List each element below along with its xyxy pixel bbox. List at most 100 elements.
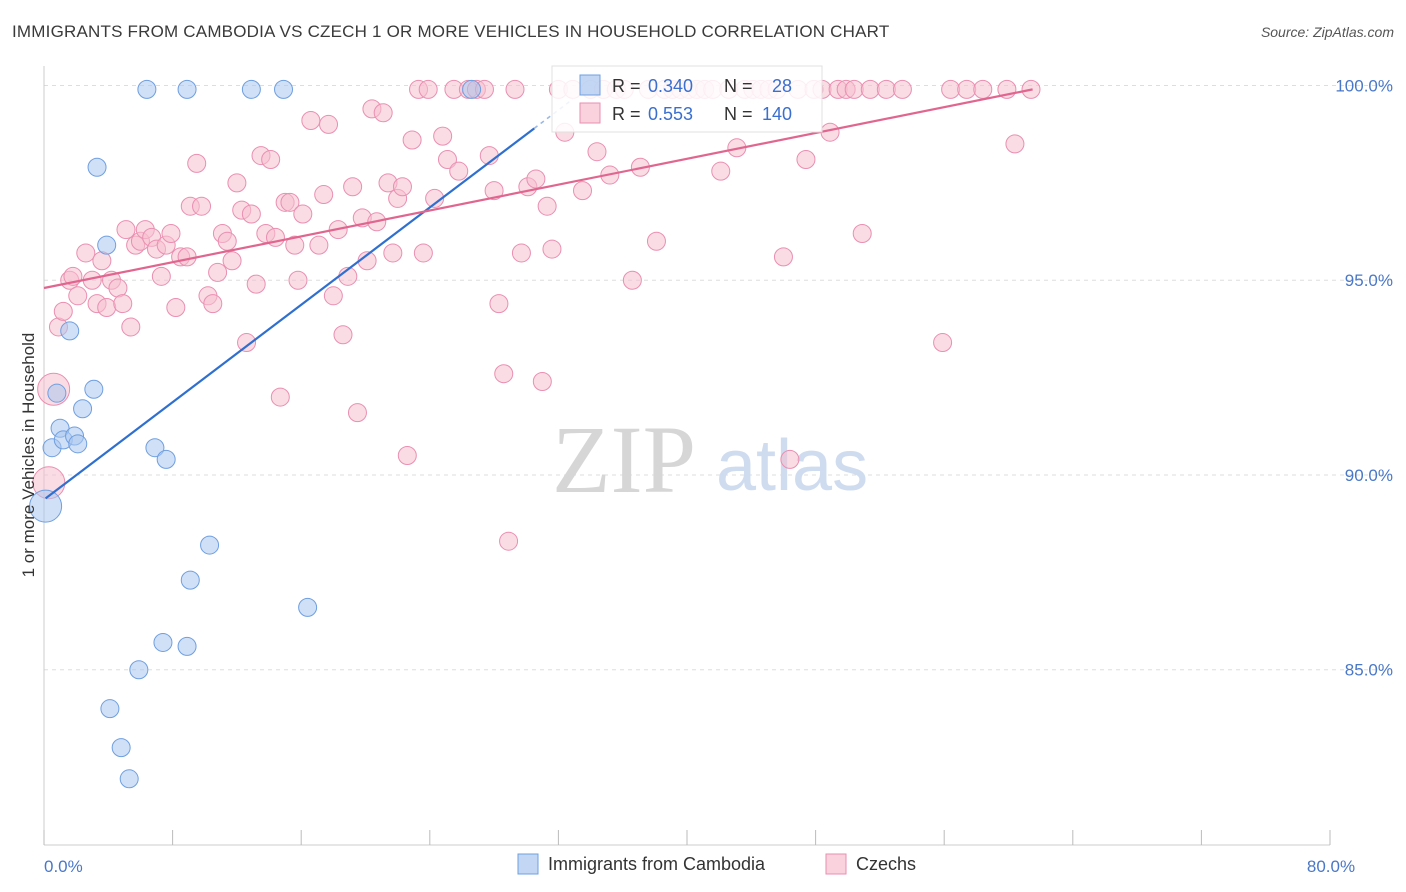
czechs-point <box>333 325 353 345</box>
cambodia-point <box>129 660 149 680</box>
czechs-point <box>383 243 403 263</box>
cambodia-point <box>111 738 131 758</box>
czechs-point <box>484 181 504 201</box>
y-tick-label: 100.0% <box>1335 76 1393 95</box>
czechs-point <box>957 79 977 99</box>
czechs-point <box>876 79 896 99</box>
czechs-point <box>323 286 343 306</box>
stats-n-value: 140 <box>762 104 792 124</box>
czechs-point <box>892 79 912 99</box>
czechs-point <box>166 297 186 317</box>
czechs-point <box>780 449 800 469</box>
czechs-point <box>222 251 242 271</box>
czechs-points <box>32 79 1041 551</box>
czechs-point <box>505 79 525 99</box>
cambodia-point <box>298 597 318 617</box>
y-tick-label: 85.0% <box>1345 661 1393 680</box>
czechs-point <box>285 235 305 255</box>
czechs-point <box>941 79 961 99</box>
cambodia-point <box>180 570 200 590</box>
cambodia-point <box>68 434 88 454</box>
czechs-point <box>973 79 993 99</box>
czechs-point <box>237 333 257 353</box>
czechs-point <box>76 243 96 263</box>
cambodia-point <box>84 379 104 399</box>
czechs-point <box>402 130 422 150</box>
trend-lines <box>43 88 1033 500</box>
czechs-point <box>489 294 509 314</box>
cambodia-point <box>29 489 63 523</box>
stats-n-label: N = <box>724 76 758 96</box>
y-tick-labels: 85.0% 90.0% 95.0% 100.0% <box>1335 76 1393 679</box>
watermark: ZIP atlas <box>552 406 868 513</box>
czechs-point <box>288 270 308 290</box>
czechs-point <box>526 169 546 189</box>
czechs-point <box>217 231 237 251</box>
czechs-point <box>433 126 453 146</box>
czechs-point <box>392 177 412 197</box>
czechs-point <box>449 161 469 181</box>
czechs-point <box>53 301 73 321</box>
czechs-point <box>622 270 642 290</box>
czechs-point <box>192 196 212 216</box>
czechs-point <box>646 231 666 251</box>
watermark-zip: ZIP <box>552 406 696 513</box>
czechs-point <box>796 149 816 169</box>
y-tick-label: 95.0% <box>1345 271 1393 290</box>
chart-title: IMMIGRANTS FROM CAMBODIA VS CZECH 1 OR M… <box>12 22 890 41</box>
czechs-trend-line <box>43 88 1033 290</box>
czechs-point <box>537 196 557 216</box>
cambodia-point <box>87 157 107 177</box>
cambodia-point <box>156 449 176 469</box>
czechs-point <box>373 103 393 123</box>
czechs-point <box>187 153 207 173</box>
czechs-point <box>246 274 266 294</box>
czechs-point <box>413 243 433 263</box>
czechs-point <box>301 111 321 131</box>
y-tick-label: 90.0% <box>1345 466 1393 485</box>
czechs-point <box>511 243 531 263</box>
czechs-point <box>116 220 136 240</box>
czechs-point <box>319 114 339 134</box>
cambodia-point <box>274 79 294 99</box>
cambodia-points <box>29 79 482 789</box>
czechs-point <box>397 446 417 465</box>
czechs-point <box>844 79 864 99</box>
cambodia-point <box>153 632 173 652</box>
x-tick-label-max: 80.0% <box>1307 857 1355 876</box>
czechs-point <box>177 247 197 267</box>
czechs-point <box>68 286 88 306</box>
stats-r-value: 0.340 <box>648 76 693 96</box>
czechs-point <box>241 204 261 224</box>
cambodia-point <box>177 79 197 99</box>
czechs-point <box>573 181 593 201</box>
czechs-point <box>347 403 367 423</box>
y-axis-label: 1 or more Vehicles in Household <box>19 333 38 578</box>
czechs-point <box>97 297 117 317</box>
czechs-point <box>499 531 519 551</box>
czechs-point <box>203 294 223 314</box>
cambodia-point <box>119 769 139 789</box>
cambodia-point <box>137 79 157 99</box>
czechs-point <box>309 235 329 255</box>
czechs-point <box>314 185 334 205</box>
cambodia-point <box>200 535 220 555</box>
czechs-point <box>227 173 247 193</box>
stats-r-value: 0.553 <box>648 104 693 124</box>
stats-r-label: R = <box>612 104 646 124</box>
cambodia-trend-line <box>44 127 535 500</box>
cambodia-point <box>462 79 482 99</box>
czechs-point <box>773 247 793 267</box>
czechs-point <box>711 161 731 181</box>
czechs-point <box>425 188 445 208</box>
x-tick-label-min: 0.0% <box>44 857 83 876</box>
czechs-point <box>280 192 300 212</box>
cambodia-point <box>60 321 80 341</box>
czechs-point <box>151 266 171 286</box>
cambodia-point <box>241 79 261 99</box>
czechs-point <box>343 177 363 197</box>
czechs-point <box>437 149 457 169</box>
stats-swatch-pink <box>579 102 601 124</box>
stats-n-value: 28 <box>772 76 792 96</box>
